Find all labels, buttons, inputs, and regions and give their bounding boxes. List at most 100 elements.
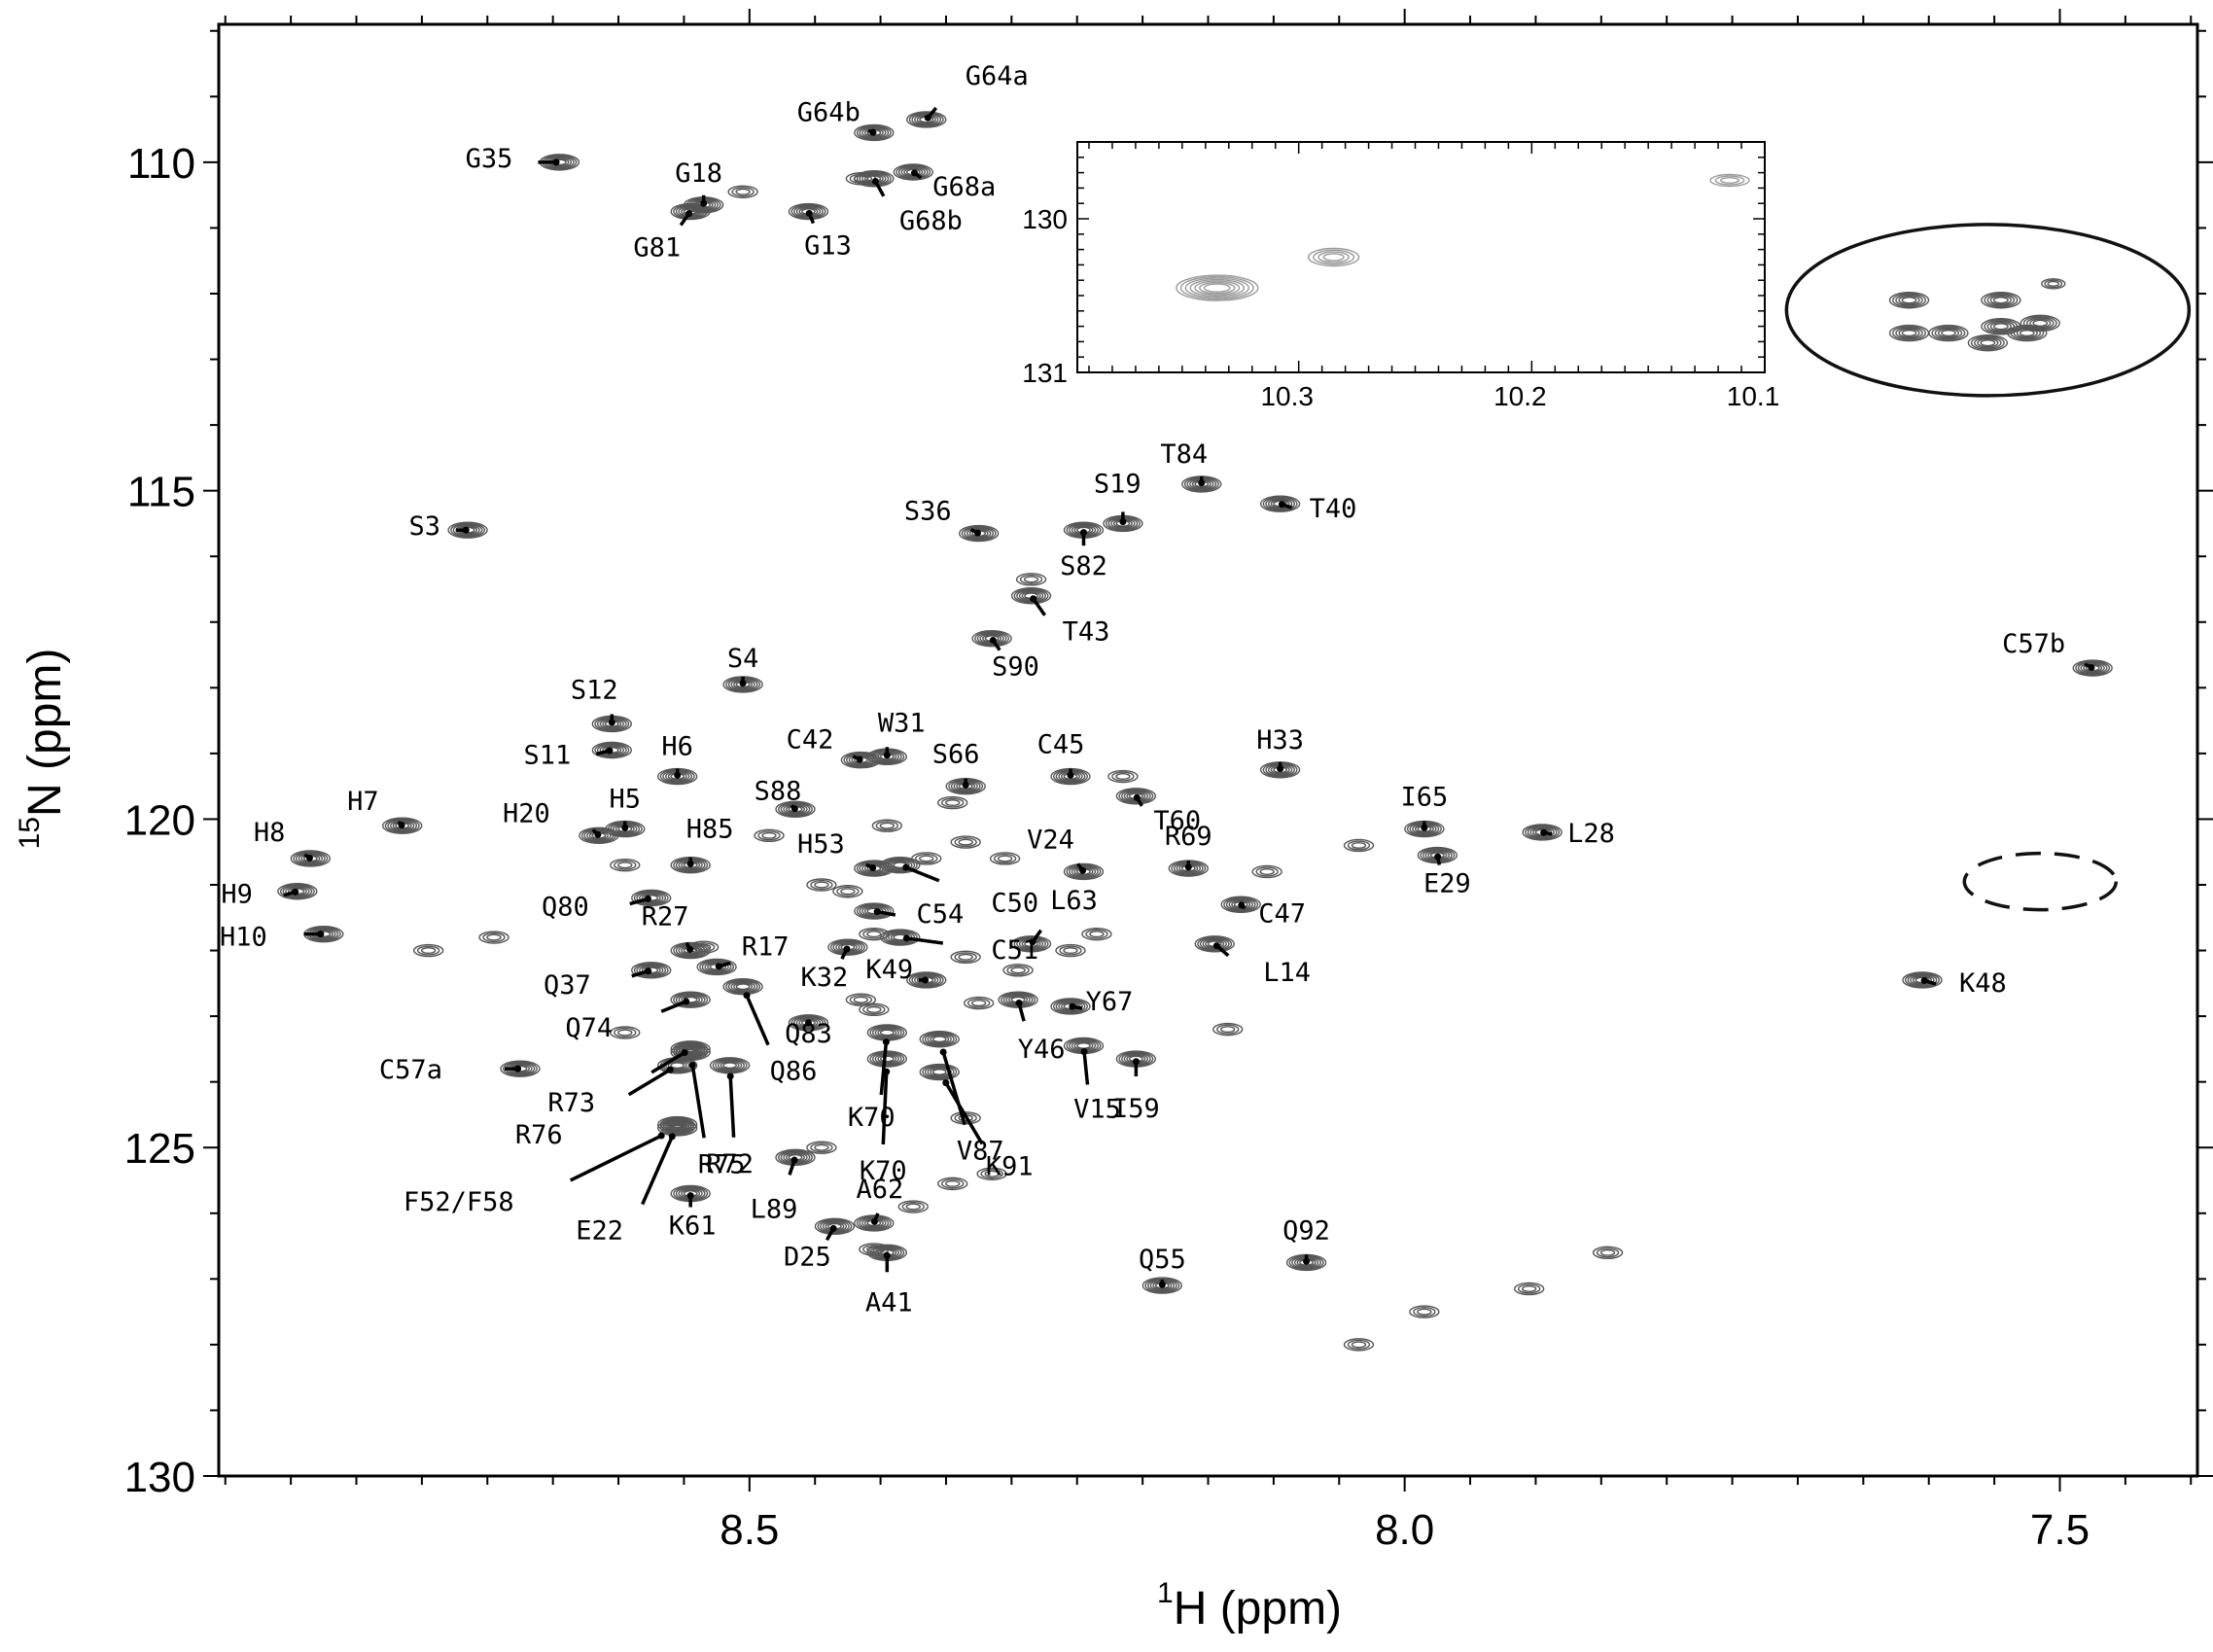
peak-label-t60: T60 — [1153, 806, 1201, 836]
label-arrowhead — [869, 864, 877, 872]
peak-label-q80: Q80 — [542, 893, 589, 923]
peak-label-c54: C54 — [916, 899, 964, 930]
inset-peak — [1709, 173, 1750, 188]
peak-label-q86: Q86 — [770, 1057, 818, 1087]
label-arrowhead — [514, 1065, 522, 1072]
label-arrowhead — [942, 1079, 950, 1087]
peak-label-s66: S66 — [932, 740, 980, 770]
peak-labels: G35 G18 G81 G13 G64b G64a G68a G68b S3 S36 S19 S82 T… — [220, 61, 2095, 1318]
peak-contour — [1050, 998, 1091, 1015]
label-arrowhead — [688, 1061, 696, 1069]
peak-contour — [840, 751, 882, 769]
peak-label-s3: S3 — [409, 511, 441, 542]
peak-label-g13: G13 — [804, 231, 852, 262]
peak-label-r69: R69 — [1165, 822, 1212, 852]
label-leader — [879, 1041, 889, 1096]
unlabeled-peak — [610, 859, 641, 872]
label-arrowhead — [2088, 663, 2095, 671]
peak-label-q37: Q37 — [544, 970, 591, 1001]
peak-contour — [670, 991, 711, 1008]
peak-label-v15: V15 — [1073, 1095, 1121, 1125]
inset-x-tick-label: 10.1 — [1727, 381, 1780, 411]
peak-label-s19: S19 — [1094, 469, 1142, 499]
peak-label-h7: H7 — [347, 787, 379, 817]
label-leader — [906, 936, 944, 945]
peak-label-t40: T40 — [1310, 494, 1357, 524]
label-arrowhead — [910, 169, 918, 177]
label-arrowhead — [743, 992, 751, 1000]
unlabeled-peak — [897, 1200, 929, 1213]
label-leader — [944, 1081, 984, 1145]
plot-frame — [203, 9, 2213, 1492]
peak-label-h6: H6 — [661, 732, 693, 762]
peak-contour — [919, 1063, 960, 1081]
label-arrowhead — [1067, 771, 1074, 779]
label-arrowhead — [902, 863, 910, 871]
peak-label-l14: L14 — [1263, 958, 1311, 988]
unlabeled-peak — [1002, 964, 1034, 977]
unlabeled-peak — [754, 828, 785, 843]
y-axis-title-main: N (ppm) — [19, 649, 71, 817]
label-arrowhead — [856, 756, 863, 763]
peak-label-h8: H8 — [254, 818, 286, 848]
x-tick-label: 7.5 — [2030, 1506, 2090, 1554]
label-arrowhead — [686, 1192, 694, 1200]
peak-label-a41: A41 — [865, 1287, 913, 1318]
label-arrowhead — [398, 822, 405, 829]
unlabeled-peak — [1343, 838, 1375, 853]
peak-label-k70: K70 — [848, 1103, 896, 1133]
peak-label-s88: S88 — [755, 776, 802, 806]
label-arrowhead — [674, 771, 682, 779]
cluster-peak — [1888, 324, 1930, 342]
unlabeled-peak — [806, 1141, 837, 1154]
annotation-ellipses — [1784, 223, 2192, 912]
peak-label-c47: C47 — [1258, 898, 1306, 929]
x-axis-title: 1H (ppm) — [1157, 1577, 1342, 1634]
peak-contour — [854, 902, 895, 920]
unlabeled-peak — [937, 1177, 968, 1191]
peak-contour — [709, 1057, 751, 1074]
peak-label-c57a: C57a — [379, 1055, 442, 1085]
cluster-peak — [1967, 334, 2009, 352]
label-arrowhead — [668, 1133, 676, 1141]
label-arrowhead — [1029, 938, 1036, 946]
peak-label-h85: H85 — [686, 815, 734, 845]
label-arrowhead — [873, 908, 881, 916]
label-arrowhead — [686, 861, 694, 868]
peak-contour — [1010, 935, 1052, 953]
peak-label-s11: S11 — [524, 741, 572, 771]
label-arrowhead — [989, 636, 997, 644]
peak-label-h5: H5 — [610, 785, 642, 815]
label-arrowhead — [883, 1068, 891, 1075]
label-arrowhead — [1030, 595, 1037, 603]
label-arrowhead — [1132, 1058, 1140, 1066]
cluster-peak — [2020, 314, 2060, 333]
peak-label-c57b: C57b — [2002, 629, 2065, 659]
y-tick-label: 125 — [124, 1125, 195, 1173]
peak-label-c50: C50 — [991, 889, 1038, 919]
label-arrowhead — [1421, 824, 1428, 831]
peak-label-y67: Y67 — [1086, 987, 1134, 1017]
peak-contour — [656, 1115, 698, 1134]
peak-label-w31: W31 — [878, 708, 926, 738]
label-leader — [728, 1075, 736, 1138]
label-arrowhead — [621, 824, 629, 831]
peak-label-s82: S82 — [1060, 551, 1107, 581]
label-arrowhead — [1434, 853, 1442, 861]
peak-label-g18: G18 — [675, 158, 722, 189]
label-arrowhead — [1238, 901, 1246, 909]
inset-y-tick-label: 131 — [1022, 358, 1068, 388]
label-arrowhead — [317, 931, 325, 938]
label-arrowhead — [1080, 1048, 1088, 1056]
label-arrowhead — [922, 976, 930, 984]
peak-contour — [880, 929, 921, 946]
peak-contour — [591, 741, 633, 759]
peak-contour — [893, 163, 933, 181]
label-arrowhead — [739, 680, 747, 687]
x-tick-label: 8.5 — [720, 1506, 779, 1554]
peak-label-k48: K48 — [1959, 968, 2007, 999]
unlabeled-peak — [727, 185, 758, 198]
peak-label-i65: I65 — [1400, 783, 1448, 813]
peak-label-i59: I59 — [1112, 1094, 1160, 1124]
peak-label-l89: L89 — [751, 1194, 798, 1224]
